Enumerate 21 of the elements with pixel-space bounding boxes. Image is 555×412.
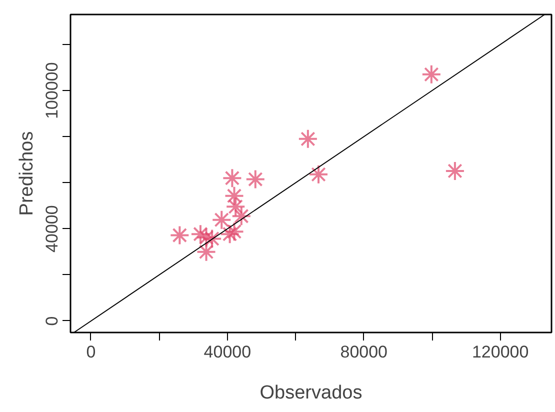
y-tick-label: 100000	[42, 62, 62, 119]
point	[245, 169, 266, 190]
point	[421, 64, 442, 84]
point	[231, 206, 252, 226]
y-tick-label: 40000	[42, 205, 62, 252]
point	[212, 210, 232, 230]
point	[170, 225, 190, 246]
y-axis-title: Predichos	[16, 131, 38, 216]
point	[308, 164, 329, 184]
point	[224, 186, 244, 206]
x-tick-label: 0	[86, 342, 96, 362]
point	[190, 224, 210, 244]
point	[298, 128, 318, 149]
x-tick-label: 40000	[204, 342, 252, 362]
x-tick-label: 80000	[340, 342, 388, 362]
point	[222, 168, 242, 188]
y-tick-label: 0	[42, 316, 62, 326]
x-tick-label: 120000	[472, 342, 529, 362]
point	[226, 196, 246, 217]
point	[444, 160, 465, 181]
x-axis-title: Observados	[260, 382, 362, 404]
